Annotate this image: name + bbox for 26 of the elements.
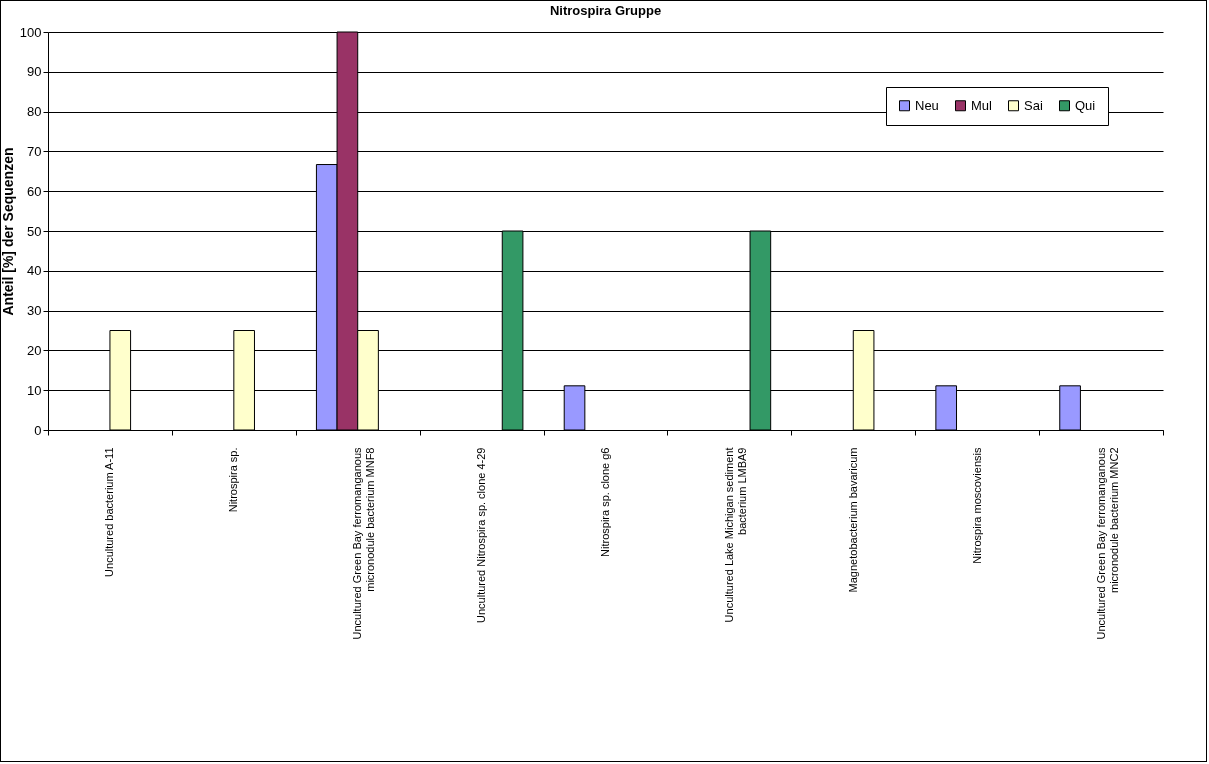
legend-label: Sai [1024,97,1043,113]
y-tick-label: 70 [27,143,42,159]
y-tick-label: 30 [27,303,42,319]
x-tick-label: Uncultured Green Bay ferromanganous micronodule bacterium MNF8 [351,447,377,640]
legend-label: Neu [915,97,939,113]
y-tick-label: 100 [19,24,42,40]
x-tick-label: Nitrospira sp. clone g6 [599,447,611,557]
y-tick-label: 50 [27,223,42,239]
y-axis-title: Anteil [%] der Sequenzen [0,147,16,316]
y-tick-label: 10 [27,382,42,398]
x-tick-label: Nitrospira sp. [227,447,240,513]
legend-label: Qui [1075,97,1096,113]
y-tick-label: 0 [34,422,42,438]
legend-label: Mul [971,97,993,113]
x-tick-label: Nitrospira moscoviensis [970,447,983,564]
x-tick-label: Uncultured Green Bay ferromanganous micronodule bacterium MNC2 [1094,447,1120,640]
x-tick-label: Uncultured Lake Michigan sediment bacterium LMBA9 [722,447,748,623]
y-tick-label: 20 [27,342,42,358]
y-tick-label: 40 [27,263,42,279]
x-tick-label: Uncultured Nitrospira sp. clone 4-29 [475,447,488,623]
x-tick-label: Magnetobacterium bavaricum [846,447,859,593]
y-tick-label: 80 [27,104,42,120]
y-tick-label: 60 [27,183,42,199]
chart-title: Nitrospira Gruppe [549,3,662,18]
y-tick-label: 90 [27,64,42,80]
x-tick-label: Uncultured bacterium A-11 [103,447,116,577]
